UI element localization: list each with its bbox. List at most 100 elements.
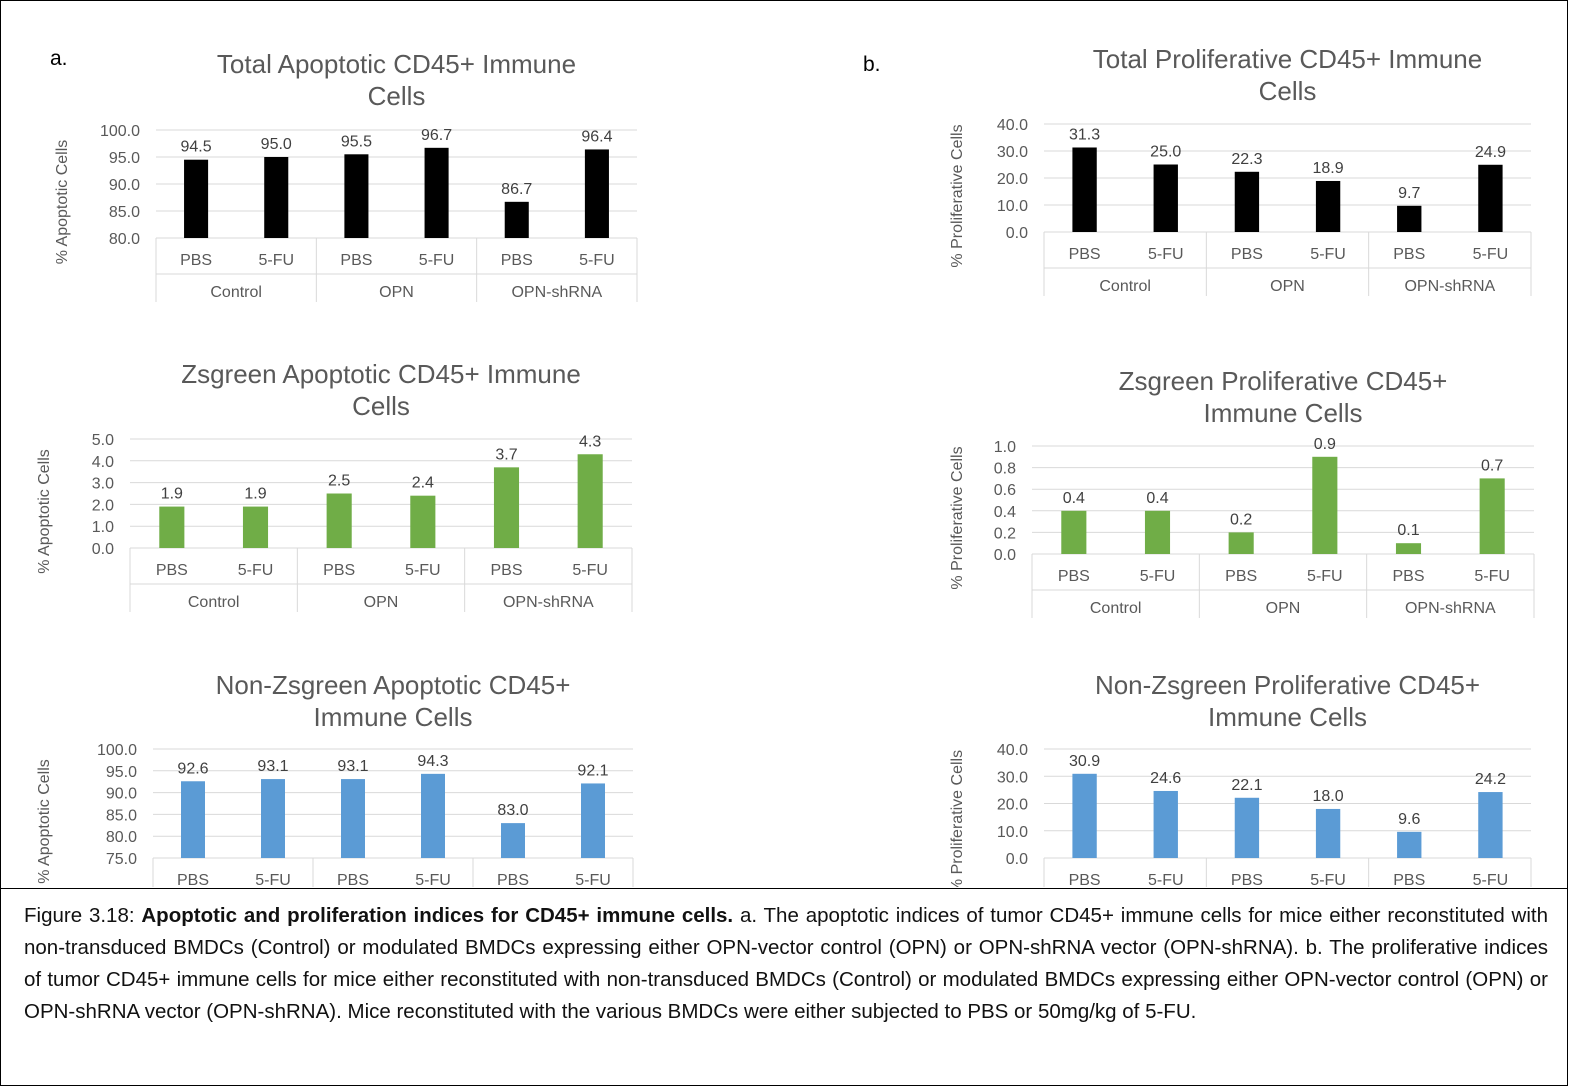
y-tick-label: 0.4 xyxy=(994,504,1016,521)
data-label: 95.5 xyxy=(341,133,372,150)
y-axis-label: % Apoptotic Cells xyxy=(36,759,53,884)
bar xyxy=(581,783,605,858)
y-tick-label: 0.8 xyxy=(994,461,1016,478)
x-group-label: Control xyxy=(188,594,240,611)
bar xyxy=(1153,164,1178,232)
x-tick-label: PBS xyxy=(337,872,369,887)
bar xyxy=(341,779,365,858)
y-tick-label: 1.0 xyxy=(994,439,1016,456)
bar xyxy=(159,506,185,548)
y-tick-label: 85.0 xyxy=(106,807,137,824)
bar xyxy=(424,147,449,238)
y-axis-label: % Apoptotic Cells xyxy=(36,449,53,574)
data-label: 31.3 xyxy=(1069,126,1100,143)
bar xyxy=(184,159,209,238)
bar xyxy=(1061,510,1087,554)
y-tick-label: 95.0 xyxy=(109,150,140,167)
bar xyxy=(1315,180,1341,232)
panel-label-b: b. xyxy=(863,53,881,76)
y-tick-label: 40.0 xyxy=(997,117,1028,134)
bar xyxy=(584,149,609,238)
x-tick-label: 5-FU xyxy=(255,872,291,887)
chart-title: Total Proliferative CD45+ Immune xyxy=(1093,44,1482,74)
x-group-label: OPN xyxy=(1270,278,1305,295)
y-tick-label: 0.0 xyxy=(1006,225,1028,242)
x-tick-label: 5-FU xyxy=(258,252,294,269)
data-label: 0.7 xyxy=(1481,457,1503,474)
data-label: 96.4 xyxy=(581,128,612,145)
bar xyxy=(1312,456,1338,554)
y-tick-label: 1.0 xyxy=(92,519,114,536)
data-label: 22.3 xyxy=(1231,151,1262,168)
bar xyxy=(1072,773,1097,858)
bar xyxy=(344,154,369,238)
chart-title: Zsgreen Proliferative CD45+ xyxy=(1119,366,1448,396)
data-label: 92.1 xyxy=(577,762,608,779)
data-label: 2.4 xyxy=(412,475,434,492)
bar xyxy=(504,201,529,238)
y-tick-label: 100.0 xyxy=(100,123,140,140)
x-tick-label: PBS xyxy=(1069,246,1101,263)
data-label: 93.1 xyxy=(257,758,288,775)
y-tick-label: 0.0 xyxy=(92,541,114,558)
bar xyxy=(493,467,520,548)
x-tick-label: 5-FU xyxy=(1473,246,1509,263)
x-group-label: OPN-shRNA xyxy=(511,284,602,301)
data-label: 9.7 xyxy=(1398,185,1420,202)
x-tick-label: 5-FU xyxy=(575,872,611,887)
x-group-label: OPN-shRNA xyxy=(503,594,594,611)
data-label: 1.9 xyxy=(244,486,266,503)
x-tick-label: PBS xyxy=(156,562,188,579)
x-group-label: OPN-shRNA xyxy=(1404,278,1495,295)
bar xyxy=(1479,478,1505,554)
data-label: 83.0 xyxy=(497,802,528,819)
bar xyxy=(181,781,205,858)
y-tick-label: 4.0 xyxy=(92,454,114,471)
x-group-label: OPN xyxy=(379,284,414,301)
bar xyxy=(577,454,603,548)
chart-title: Immune Cells xyxy=(1208,702,1367,732)
bar xyxy=(1478,164,1503,232)
y-tick-label: 0.0 xyxy=(994,547,1016,564)
y-tick-label: 20.0 xyxy=(997,797,1028,814)
x-group-label: OPN-shRNA xyxy=(1405,600,1496,617)
y-tick-label: 0.6 xyxy=(994,482,1016,499)
y-tick-label: 85.0 xyxy=(109,204,140,221)
data-label: 92.6 xyxy=(177,760,208,777)
bar xyxy=(421,773,445,858)
x-group-label: Control xyxy=(210,284,262,301)
y-tick-label: 100.0 xyxy=(97,742,137,759)
data-label: 94.3 xyxy=(417,753,448,770)
y-tick-label: 75.0 xyxy=(106,851,137,868)
data-label: 4.3 xyxy=(579,433,601,450)
chart-title: Zsgreen Apoptotic CD45+ Immune xyxy=(181,359,581,389)
data-label: 18.9 xyxy=(1313,160,1344,177)
x-tick-label: PBS xyxy=(1058,568,1090,585)
bar xyxy=(242,506,269,548)
bar xyxy=(1315,808,1341,858)
chart-title: Cells xyxy=(368,81,426,111)
x-tick-label: PBS xyxy=(177,872,209,887)
x-tick-label: PBS xyxy=(497,872,529,887)
data-label: 25.0 xyxy=(1150,144,1181,161)
data-label: 24.6 xyxy=(1150,770,1181,787)
x-tick-label: 5-FU xyxy=(1148,872,1184,887)
x-group-label: OPN xyxy=(364,594,399,611)
x-tick-label: PBS xyxy=(1231,872,1263,887)
chart-title: Immune Cells xyxy=(1204,398,1363,428)
y-tick-label: 0.2 xyxy=(994,525,1016,542)
y-tick-label: 80.0 xyxy=(109,231,140,248)
x-group-label: Control xyxy=(1090,600,1142,617)
bar xyxy=(1234,171,1260,232)
data-label: 24.2 xyxy=(1475,771,1506,788)
y-tick-label: 80.0 xyxy=(106,829,137,846)
bar xyxy=(410,495,436,548)
y-tick-label: 10.0 xyxy=(997,198,1028,215)
data-label: 30.9 xyxy=(1069,753,1100,770)
data-label: 0.4 xyxy=(1146,490,1168,507)
y-tick-label: 20.0 xyxy=(997,171,1028,188)
caption-prefix: Figure 3.18: xyxy=(24,904,142,927)
bar xyxy=(261,779,285,858)
